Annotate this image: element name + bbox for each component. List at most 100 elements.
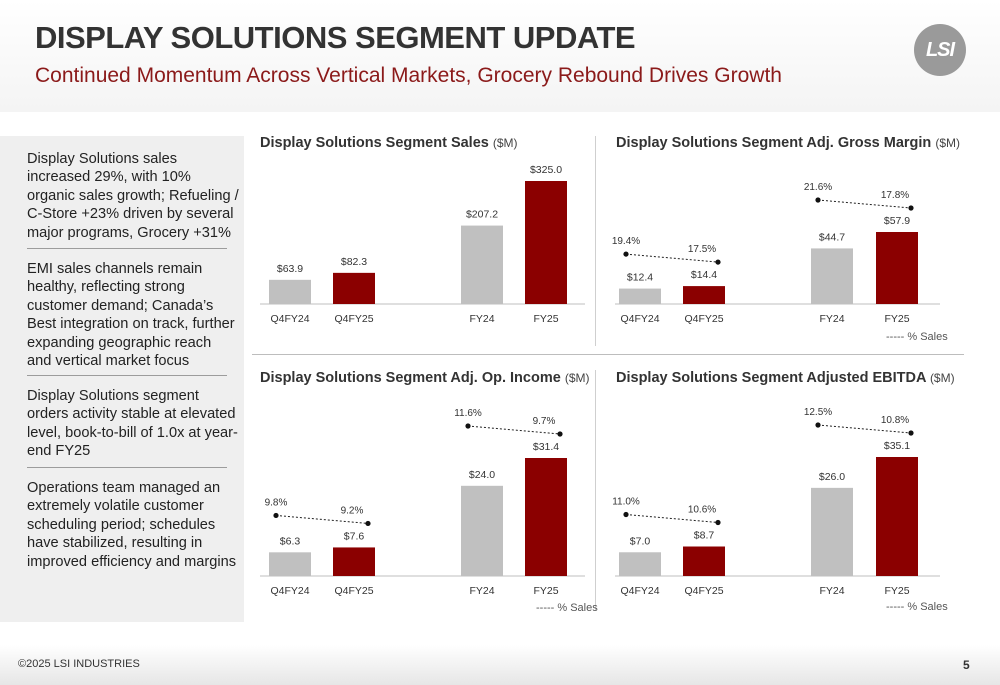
category-label: Q4FY25 — [334, 313, 373, 325]
bar-fy24 — [811, 248, 853, 304]
pct-sales-line — [817, 424, 912, 434]
pct-sales-line — [625, 253, 719, 263]
bar-fy25 — [525, 181, 567, 304]
sidebar-divider — [27, 467, 227, 468]
pct-sales-point — [365, 520, 371, 527]
data-label: $31.4 — [533, 441, 559, 453]
pct-sales-label: 19.4% — [612, 236, 640, 247]
sidebar-bullet: Operations team managed an extremely vol… — [27, 480, 237, 570]
op-income-chart: $6.3 Q4FY24 $7.6 Q4FY25 $24.0 FY24 $31.4 FY25 9.… — [260, 408, 585, 597]
category-label: FY25 — [884, 585, 909, 597]
category-label: FY24 — [819, 313, 844, 325]
pct-sales-point — [908, 430, 914, 436]
category-label: Q4FY24 — [270, 585, 309, 597]
pct-sales-point — [623, 511, 629, 518]
header: DISPLAY SOLUTIONS SEGMENT UPDATE Continu… — [0, 0, 1000, 112]
bar-q4fy24 — [269, 279, 311, 304]
lsi-logo: LSI — [914, 24, 966, 76]
bar-q4fy25 — [333, 547, 375, 576]
sidebar-bullet: Display Solutions sales increased 29%, w… — [27, 151, 239, 241]
data-label: $7.6 — [344, 530, 365, 542]
pct-sales-label: 11.6% — [454, 408, 482, 419]
sidebar-bullet: EMI sales channels remain healthy, refle… — [27, 261, 235, 370]
category-label: Q4FY25 — [334, 585, 373, 597]
bar-fy25 — [876, 457, 918, 576]
pct-sales-point — [815, 197, 821, 203]
pct-sales-point — [623, 251, 629, 257]
pct-sales-line — [625, 514, 719, 524]
bar-fy24 — [461, 485, 503, 576]
data-label: $24.0 — [469, 469, 495, 481]
bar-q4fy25 — [683, 286, 725, 304]
pct-sales-label: 21.6% — [804, 182, 832, 193]
bar-fy24 — [461, 225, 503, 304]
category-label: FY24 — [469, 585, 494, 597]
pct-sales-legend: ----- % Sales — [886, 331, 948, 343]
data-label: $57.9 — [884, 215, 910, 227]
bar-fy25 — [525, 458, 567, 576]
bar-fy25 — [876, 232, 918, 304]
bar-q4fy25 — [683, 546, 725, 576]
bar-q4fy24 — [619, 552, 661, 576]
chart-separator — [595, 136, 596, 346]
data-label: $325.0 — [530, 164, 562, 176]
data-label: $82.3 — [341, 256, 367, 268]
page-subtitle: Continued Momentum Across Vertical Marke… — [35, 64, 782, 87]
bar-q4fy25 — [333, 272, 375, 304]
category-label: Q4FY25 — [684, 585, 723, 597]
data-label: $63.9 — [277, 263, 303, 275]
data-label: $12.4 — [627, 272, 653, 284]
pct-sales-line — [467, 425, 561, 435]
pct-sales-label: 17.5% — [688, 244, 716, 255]
sidebar-bullet: Display Solutions segment orders activit… — [27, 388, 238, 460]
category-label: FY25 — [533, 313, 558, 325]
chart-title-ebitda: Display Solutions Segment Adjusted EBITD… — [616, 370, 955, 386]
category-label: Q4FY24 — [270, 313, 309, 325]
category-label: Q4FY25 — [684, 313, 723, 325]
category-label: FY24 — [469, 313, 494, 325]
category-label: FY25 — [884, 313, 909, 325]
ebitda-chart: $7.0 Q4FY24 $8.7 Q4FY25 $26.0 FY24 $35.1 FY25 11… — [612, 407, 940, 597]
pct-sales-point — [908, 205, 914, 211]
chart-title-gross-margin: Display Solutions Segment Adj. Gross Mar… — [616, 135, 960, 151]
sidebar-panel: Display Solutions sales increased 29%, w… — [0, 136, 244, 622]
data-label: $14.4 — [691, 269, 717, 281]
pct-sales-legend: ----- % Sales — [536, 602, 598, 614]
chart-title-op-income: Display Solutions Segment Adj. Op. Incom… — [260, 370, 590, 386]
page-number: 5 — [963, 658, 970, 672]
data-label: $35.1 — [884, 440, 910, 452]
pct-sales-label: 9.2% — [341, 505, 364, 516]
chart-title-sales: Display Solutions Segment Sales ($M) — [260, 135, 518, 151]
pct-sales-point — [465, 423, 471, 429]
pct-sales-point — [557, 431, 563, 437]
pct-sales-line — [275, 514, 369, 524]
pct-sales-label: 11.0% — [612, 497, 640, 508]
data-label: $6.3 — [280, 535, 301, 547]
pct-sales-label: 12.5% — [804, 407, 832, 418]
category-label: Q4FY24 — [620, 313, 659, 325]
pct-sales-label: 17.8% — [881, 190, 909, 201]
sales-chart: $63.9 Q4FY24 $82.3 Q4FY25 $207.2 FY24 $325.0 FY… — [260, 164, 585, 325]
data-label: $44.7 — [819, 231, 845, 243]
gross-margin-chart: $12.4 Q4FY24 $14.4 Q4FY25 $44.7 FY24 $57.9 FY25… — [612, 182, 940, 325]
pct-sales-label: 10.6% — [688, 505, 716, 516]
bar-fy24 — [811, 487, 853, 576]
pct-sales-line — [817, 199, 912, 209]
category-label: FY25 — [533, 585, 558, 597]
chart-separator — [595, 370, 596, 610]
pct-sales-legend: ----- % Sales — [886, 601, 948, 613]
pct-sales-label: 9.8% — [265, 497, 288, 508]
bar-q4fy24 — [269, 552, 311, 576]
data-label: $207.2 — [466, 209, 498, 221]
sidebar-divider — [27, 375, 227, 376]
pct-sales-label: 10.8% — [881, 415, 909, 426]
pct-sales-point — [715, 519, 721, 526]
footer: ©2025 LSI INDUSTRIES 5 — [0, 645, 1000, 685]
category-label: FY24 — [819, 585, 844, 597]
pct-sales-point — [273, 512, 279, 519]
pct-sales-point — [815, 422, 821, 428]
data-label: $7.0 — [630, 535, 651, 547]
sidebar-divider — [27, 248, 227, 249]
page-title: DISPLAY SOLUTIONS SEGMENT UPDATE — [35, 20, 636, 55]
chart-separator — [252, 354, 964, 355]
